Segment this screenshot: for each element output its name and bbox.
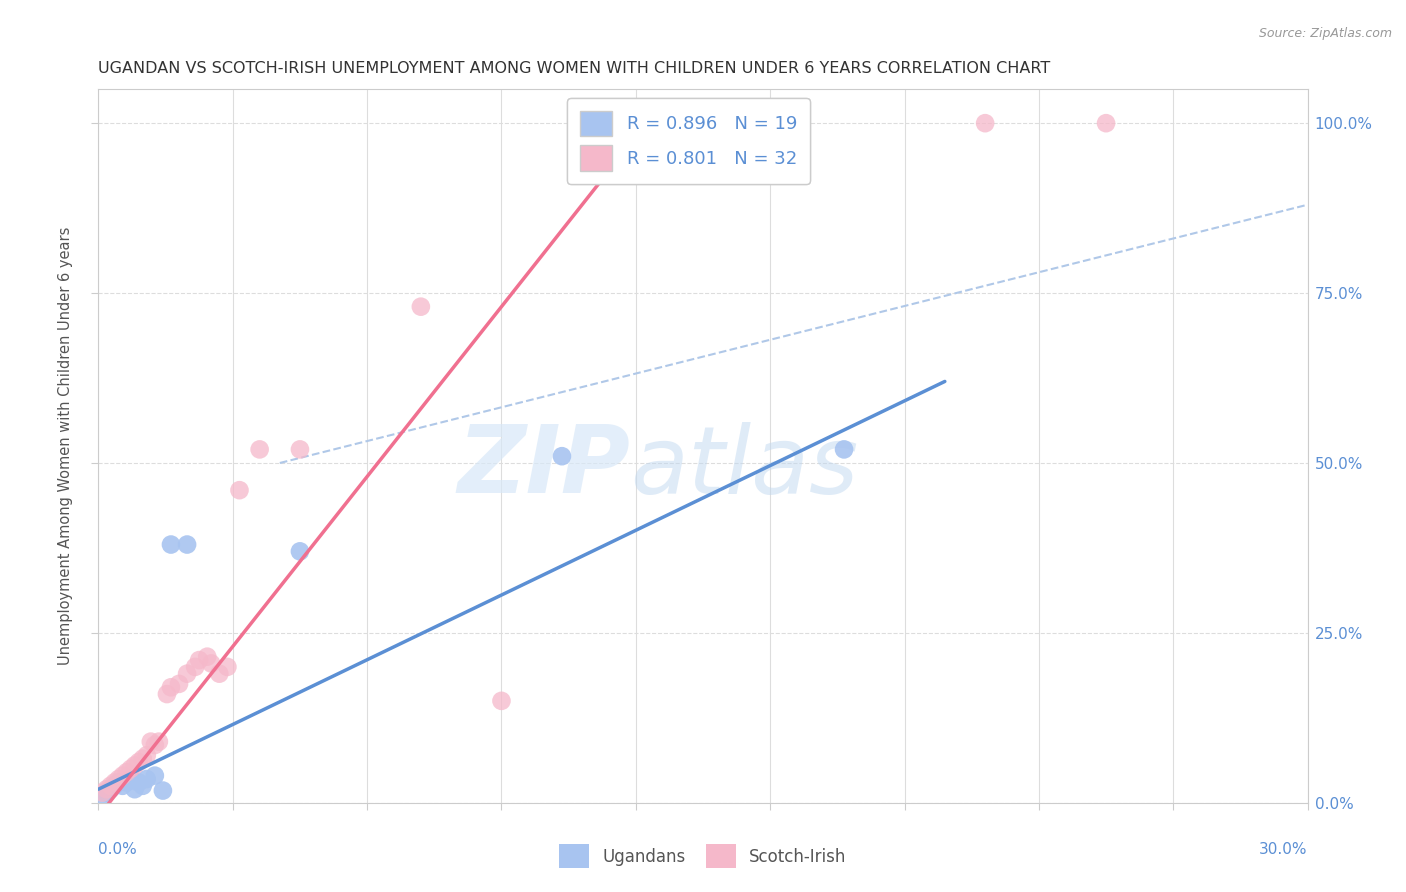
Point [115,765,138,780]
Point [832,442,855,457]
Point [200,657,222,671]
Point [132,751,155,765]
Y-axis label: Unemployment Among Women with Children Under 6 years: Unemployment Among Women with Children U… [58,227,73,665]
Point [974,116,997,130]
Point [120,772,142,786]
Point [115,775,138,789]
Point [100,782,122,797]
Point [96,782,118,797]
Point [217,660,239,674]
Point [195,649,218,664]
Text: 30.0%: 30.0% [1260,842,1308,856]
Point [249,442,271,457]
Point [288,544,311,558]
Point [167,677,190,691]
Point [96,786,118,800]
Point [91,789,114,803]
Point [288,442,311,457]
Point [124,758,146,772]
Text: atlas: atlas [630,422,859,513]
Point [491,694,513,708]
Point [184,660,207,674]
Point [132,779,155,793]
Point [152,783,174,797]
Point [120,762,142,776]
Text: 0.0%: 0.0% [98,842,138,856]
Point [128,775,150,789]
Point [91,786,114,800]
Point [135,748,157,763]
Point [135,772,157,786]
Point [409,300,432,314]
Point [107,775,129,789]
Point [208,666,231,681]
Point [107,772,129,786]
Point [111,769,134,783]
Text: Source: ZipAtlas.com: Source: ZipAtlas.com [1258,27,1392,40]
Point [156,687,179,701]
Point [176,537,198,551]
Point [143,738,166,752]
Point [228,483,250,498]
Point [139,734,162,748]
Text: UGANDAN VS SCOTCH-IRISH UNEMPLOYMENT AMONG WOMEN WITH CHILDREN UNDER 6 YEARS COR: UGANDAN VS SCOTCH-IRISH UNEMPLOYMENT AMO… [98,61,1050,76]
Point [100,779,122,793]
Point [551,449,574,463]
Point [128,755,150,769]
Point [148,734,170,748]
Point [160,680,183,694]
Text: ZIP: ZIP [457,421,630,514]
Point [124,782,146,797]
Point [143,769,166,783]
Point [103,779,125,793]
Legend: R = 0.896   N = 19, R = 0.801   N = 32: R = 0.896 N = 19, R = 0.801 N = 32 [567,98,810,184]
Legend: Ugandans, Scotch-Irish: Ugandans, Scotch-Irish [553,838,853,875]
Point [1095,116,1118,130]
Point [176,666,198,681]
Point [188,653,211,667]
Point [160,537,183,551]
Point [103,775,125,789]
Point [111,779,134,793]
